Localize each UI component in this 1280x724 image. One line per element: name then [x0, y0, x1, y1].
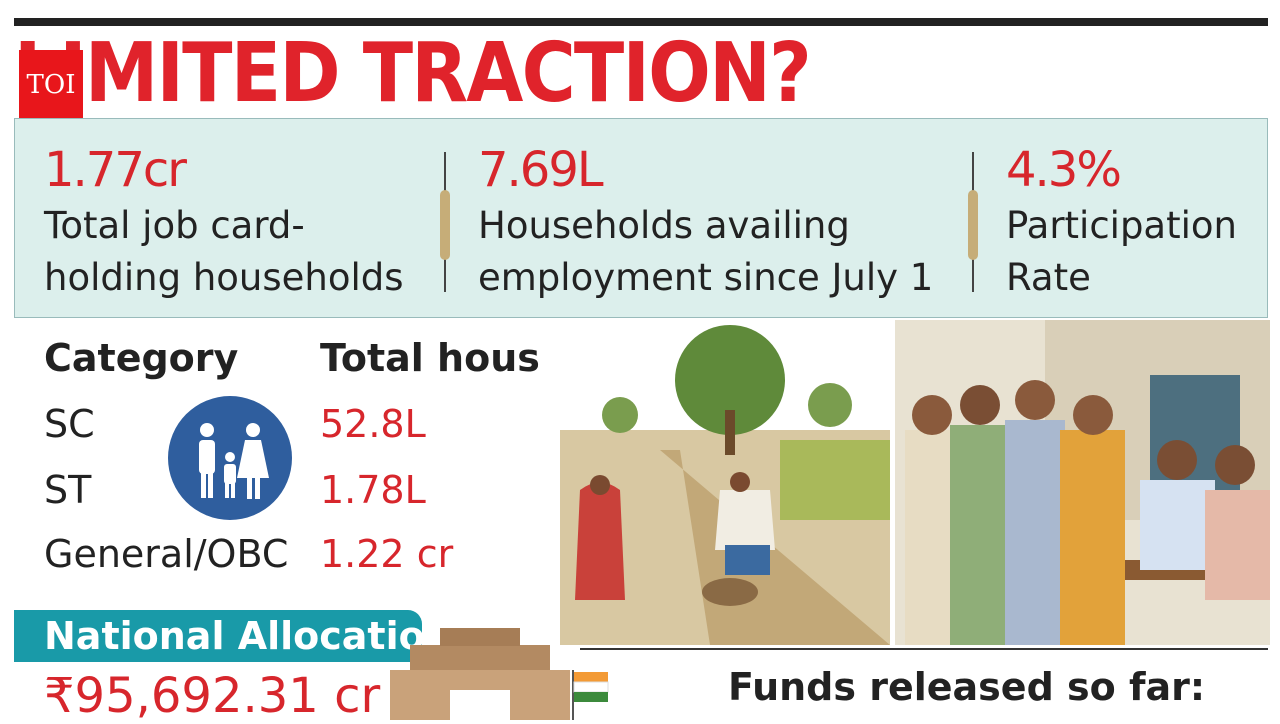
illustration-office [895, 320, 1270, 645]
category: SC [44, 402, 95, 446]
allocation-value: ₹95,692.31 cr [44, 668, 381, 724]
stat-label: holding households [44, 256, 404, 299]
stat-value: 7.69L [478, 142, 604, 198]
stat-label: Rate [1006, 256, 1091, 299]
stat: 4.3% Participation Rate [1006, 140, 1237, 304]
allocation-label: National Allocation [14, 610, 452, 662]
stat-value: 1.77cr [44, 142, 187, 198]
illustration-field [540, 320, 890, 645]
stat-label: employment since July 1 [478, 256, 934, 299]
stat-label: Households availing [478, 204, 850, 247]
monument-illustration [390, 628, 609, 720]
logo: TOI [19, 50, 83, 120]
title: LIMITED TRACTION? [14, 26, 812, 121]
stat-label: Participation [1006, 204, 1237, 247]
households: 1.78L [320, 468, 426, 512]
stat-value: 4.3% [1006, 142, 1122, 198]
stat: 7.69L Households availing employment sin… [478, 140, 933, 304]
top-bar [14, 18, 1268, 26]
stat-label: Total job card- [44, 204, 305, 247]
households: 52.8L [320, 402, 426, 446]
category: ST [44, 468, 92, 512]
table-header: Category [44, 336, 239, 380]
funds-label: Funds released so far: [728, 665, 1206, 709]
stat-box [14, 118, 1268, 318]
divider [580, 648, 1268, 650]
separator [440, 152, 450, 292]
family-icon [168, 396, 292, 520]
stat: 1.77cr Total job card- holding household… [44, 140, 404, 304]
category: General/OBC [44, 532, 289, 576]
separator [968, 152, 978, 292]
households: 1.22 cr [320, 532, 454, 576]
